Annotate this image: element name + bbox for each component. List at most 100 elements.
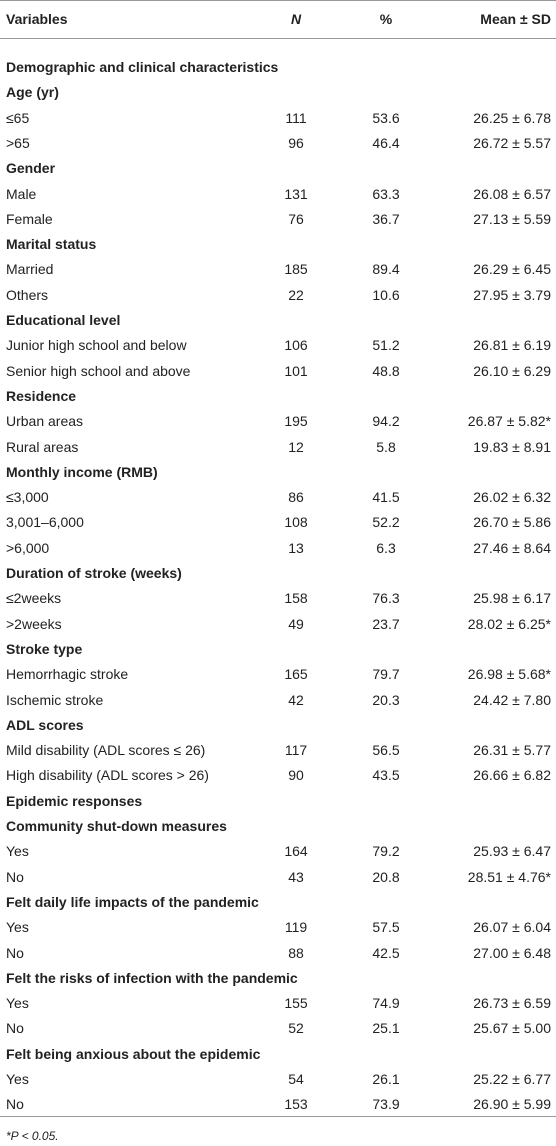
section-header: Epidemic responses: [6, 792, 143, 809]
cell: 25.67 ± 5.00: [473, 1020, 551, 1037]
cell: 53.6: [372, 109, 400, 126]
cell: 131: [284, 185, 308, 202]
cell: 25.93 ± 6.47: [473, 843, 551, 860]
row-label: No: [6, 868, 24, 885]
cell: 26.25 ± 6.78: [473, 109, 551, 126]
cell: 49: [288, 615, 304, 632]
row-label: Yes: [6, 1071, 29, 1087]
cell: 79.2: [372, 843, 400, 860]
cell: 41.5: [372, 489, 400, 506]
cell: 25.98 ± 6.17: [473, 590, 551, 607]
cell: 26.07 ± 6.04: [473, 919, 551, 936]
cell: 52.2: [372, 514, 400, 531]
cell: 12: [288, 438, 304, 455]
section-header: Monthly income (RMB): [6, 463, 158, 480]
row-label: Married: [6, 261, 54, 278]
cell: 26.29 ± 6.45: [473, 261, 551, 278]
cell: 185: [284, 261, 308, 278]
column-header: Mean ± SD: [480, 11, 551, 27]
cell: 22: [288, 286, 304, 303]
cell: 36.7: [372, 210, 400, 227]
cell: 26.31 ± 5.77: [473, 742, 551, 759]
cell: 74.9: [372, 995, 400, 1012]
row-label: 3,001–6,000: [6, 514, 84, 531]
row-label: Yes: [6, 843, 29, 860]
row-label: Mild disability (ADL scores ≤ 26): [6, 742, 206, 759]
cell: 153: [284, 1096, 308, 1113]
cell: 26.81 ± 6.19: [473, 337, 551, 354]
cell: 5.8: [376, 438, 396, 455]
cell: 155: [284, 995, 308, 1012]
cell: 90: [288, 767, 304, 784]
cell: 23.7: [372, 615, 400, 632]
cell: 42: [288, 691, 304, 708]
section-header: Felt being anxious about the epidemic: [6, 1045, 261, 1062]
row-label: No: [6, 944, 24, 961]
cell: 26.73 ± 6.59: [473, 995, 551, 1012]
cell: 94.2: [372, 413, 400, 430]
row-label: Junior high school and below: [6, 337, 187, 354]
row-label: Senior high school and above: [6, 362, 191, 379]
cell: 111: [285, 109, 307, 126]
section-header: Gender: [6, 160, 56, 177]
cell: 24.42 ± 7.80: [473, 691, 551, 708]
row-label: >6,000: [6, 539, 50, 556]
row-label: >65: [6, 134, 30, 151]
cell: 20.3: [372, 691, 400, 708]
cell: 26.1: [372, 1071, 400, 1087]
row-label: No: [6, 1020, 24, 1037]
row-label: Hemorrhagic stroke: [6, 666, 129, 683]
cell: 10.6: [372, 286, 400, 303]
cell: 106: [284, 337, 308, 354]
cell: 195: [284, 413, 308, 430]
cell: 26.08 ± 6.57: [473, 185, 551, 202]
cell: 89.4: [372, 261, 400, 278]
cell: 25.1: [372, 1020, 400, 1037]
cell: 108: [284, 514, 308, 531]
cell: 27.46 ± 8.64: [473, 539, 551, 556]
section-header: ADL scores: [6, 716, 84, 733]
cell: 88: [288, 944, 304, 961]
cell: 27.00 ± 6.48: [473, 944, 551, 961]
cell: 52: [288, 1020, 304, 1037]
cell: 79.7: [372, 666, 400, 683]
row-label: Rural areas: [6, 438, 79, 455]
section-header: Demographic and clinical characteristics: [6, 59, 279, 75]
row-label: Urban areas: [6, 413, 84, 430]
section-header: Marital status: [6, 236, 97, 253]
column-header: %: [379, 11, 393, 27]
cell: 117: [284, 742, 308, 759]
cell: 63.3: [372, 185, 400, 202]
row-label: >2weeks: [6, 615, 62, 632]
row-label: Yes: [6, 995, 29, 1012]
cell: 73.9: [372, 1096, 400, 1113]
rule: [0, 1116, 556, 1117]
cell: 164: [284, 843, 308, 860]
section-header: Duration of stroke (weeks): [6, 565, 182, 581]
cell: 165: [284, 666, 308, 683]
cell: 43: [288, 868, 304, 885]
cell: 13: [288, 539, 304, 556]
cell: 25.22 ± 6.77: [473, 1071, 551, 1087]
cell: 101: [284, 362, 308, 379]
cell: 86: [288, 489, 304, 506]
rule: [0, 38, 556, 39]
cell: 27.13 ± 5.59: [473, 210, 551, 227]
cell: 42.5: [372, 944, 400, 961]
row-label: ≤3,000: [6, 489, 49, 506]
cell: 26.98 ± 5.68*: [467, 666, 551, 683]
cell: 26.87 ± 5.82*: [467, 413, 551, 430]
cell: 28.51 ± 4.76*: [467, 868, 551, 885]
cell: 26.90 ± 5.99: [473, 1096, 551, 1113]
row-label: Yes: [6, 919, 29, 936]
row-label: High disability (ADL scores > 26): [6, 767, 209, 784]
section-header: Felt daily life impacts of the pandemic: [6, 893, 259, 910]
cell: 6.3: [376, 539, 396, 556]
row-label: Ischemic stroke: [6, 691, 104, 708]
cell: 119: [284, 919, 308, 936]
cell: 54: [288, 1071, 304, 1087]
cell: 26.10 ± 6.29: [473, 362, 551, 379]
row-label: ≤2weeks: [6, 590, 62, 607]
cell: 20.8: [372, 868, 400, 885]
